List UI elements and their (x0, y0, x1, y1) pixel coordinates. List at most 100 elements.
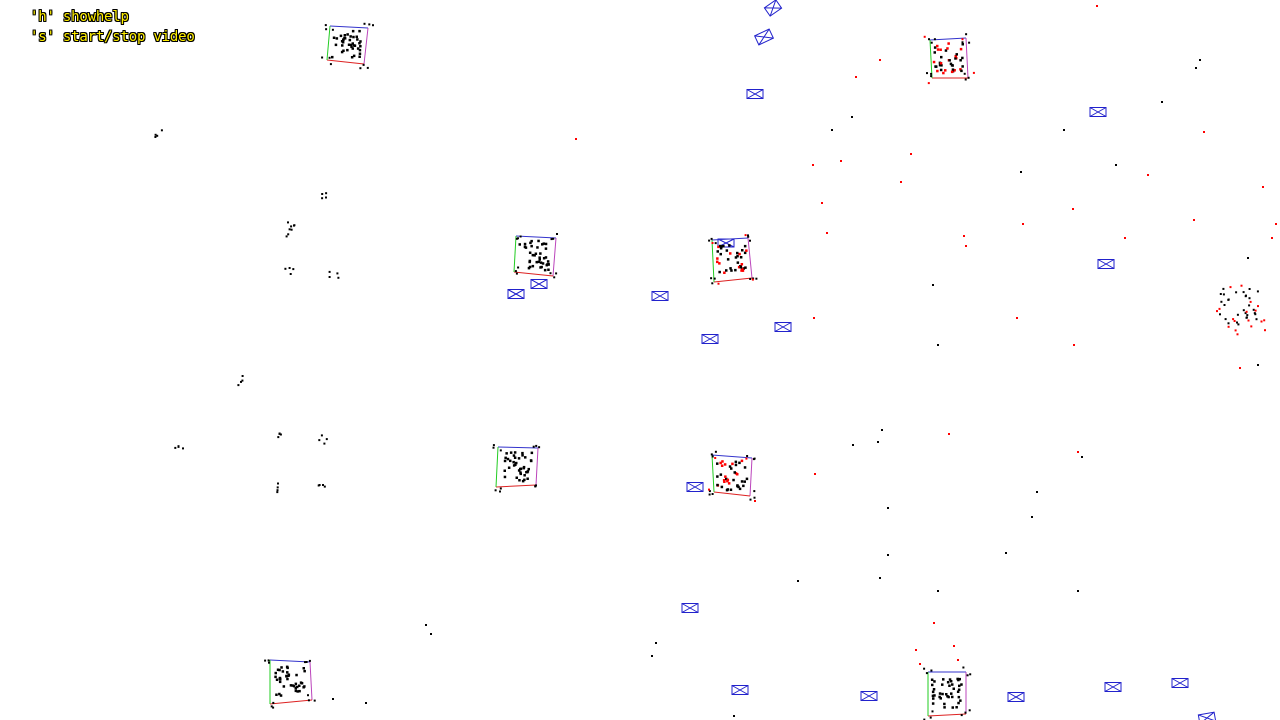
detected-marker (264, 659, 316, 709)
keypoint (931, 694, 935, 698)
keypoint (293, 224, 295, 227)
keypoint (1248, 297, 1251, 300)
keypoint (719, 244, 722, 248)
keypoint (531, 253, 535, 257)
marker-bottom-edge (713, 277, 753, 283)
keypoint (523, 245, 527, 249)
keypoint (267, 659, 270, 662)
keypoint (1236, 321, 1238, 324)
candidate-box-diagonal (774, 322, 792, 332)
keypoint (279, 694, 283, 697)
keypoint (752, 277, 755, 280)
keypoint (749, 239, 751, 242)
keypoint (556, 233, 558, 235)
keypoint (276, 486, 279, 489)
keypoint (280, 666, 283, 669)
keypoint (287, 673, 291, 676)
keypoint (964, 711, 967, 714)
keypoint (509, 459, 512, 463)
keypoint (343, 36, 346, 40)
outlier-keypoint (813, 317, 815, 319)
keypoint (325, 438, 328, 441)
keypoint (499, 449, 502, 452)
keypoint (1242, 291, 1245, 294)
keypoint (359, 67, 362, 70)
keypoint (342, 49, 345, 52)
candidate-box (701, 334, 719, 344)
outlier-keypoint (910, 153, 912, 155)
keypoint (515, 272, 518, 275)
candidate-box-diagonal (1089, 107, 1107, 117)
keypoint (711, 455, 714, 458)
outlier-keypoint (1260, 320, 1263, 323)
outlier-keypoint (939, 62, 943, 65)
keypoint (1242, 309, 1245, 312)
marker-bottom-edge (326, 59, 365, 65)
detected-marker (708, 450, 756, 502)
candidate-box-layer (507, 0, 1217, 720)
marker-right-edge (363, 27, 369, 65)
outlier-keypoint (1275, 223, 1277, 225)
keypoint (521, 479, 525, 483)
candidate-box-diagonal (701, 334, 719, 344)
candidate-box-outline (763, 0, 783, 17)
marker-right-edge (749, 457, 753, 497)
keypoint (746, 455, 749, 457)
outlier-keypoint (1264, 329, 1266, 332)
keypoint (289, 684, 293, 687)
outlier-keypoint (1257, 305, 1259, 308)
keypoint (521, 454, 524, 457)
keypoint (303, 669, 306, 673)
keypoint (513, 451, 517, 454)
keypoint (174, 446, 177, 449)
keypoint (935, 65, 938, 68)
keypoint (729, 267, 732, 270)
keypoint (952, 687, 955, 690)
keypoint (728, 244, 731, 247)
keypoint (305, 661, 308, 663)
outlier-keypoint (948, 433, 950, 435)
keypoint (951, 695, 954, 699)
keypoint (877, 441, 879, 443)
keypoint (738, 487, 742, 491)
keypoint (961, 65, 964, 68)
keypoint (535, 444, 538, 447)
keypoint (711, 493, 714, 495)
outlier-keypoint (923, 35, 926, 38)
keypoint (957, 695, 961, 699)
keypoint (1081, 456, 1083, 458)
keypoint (365, 702, 367, 704)
keypoint (277, 436, 280, 439)
keypoint (730, 269, 733, 272)
keypoint (1227, 298, 1230, 301)
keypoint (1255, 318, 1258, 321)
marker-top-edge (929, 37, 967, 41)
keypoint (527, 266, 531, 270)
keypoint (328, 270, 331, 273)
keypoint (954, 57, 957, 60)
keypoint (277, 482, 279, 485)
keypoint (286, 677, 289, 681)
keypoint (332, 698, 334, 700)
keypoint (741, 249, 744, 252)
keypoint (425, 624, 427, 626)
outlier-keypoint (751, 278, 754, 281)
keypoint (887, 507, 889, 509)
keypoint (967, 76, 970, 79)
keypoint (325, 196, 327, 199)
keypoint (546, 260, 550, 263)
outlier-keypoint (1227, 325, 1230, 328)
keypoint (279, 433, 282, 436)
marker-left-edge (495, 446, 499, 488)
keypoint (352, 54, 356, 58)
keypoint (831, 129, 833, 131)
keypoint (535, 260, 538, 264)
keypoint (492, 446, 495, 449)
outlier-keypoint (933, 622, 935, 624)
keypoint (736, 484, 739, 488)
help-overlay: 'h' showhelp 's' start/stop video (30, 7, 195, 47)
keypoint (1219, 313, 1221, 316)
outlier-keypoint (1203, 131, 1205, 133)
keypoint (366, 66, 369, 69)
